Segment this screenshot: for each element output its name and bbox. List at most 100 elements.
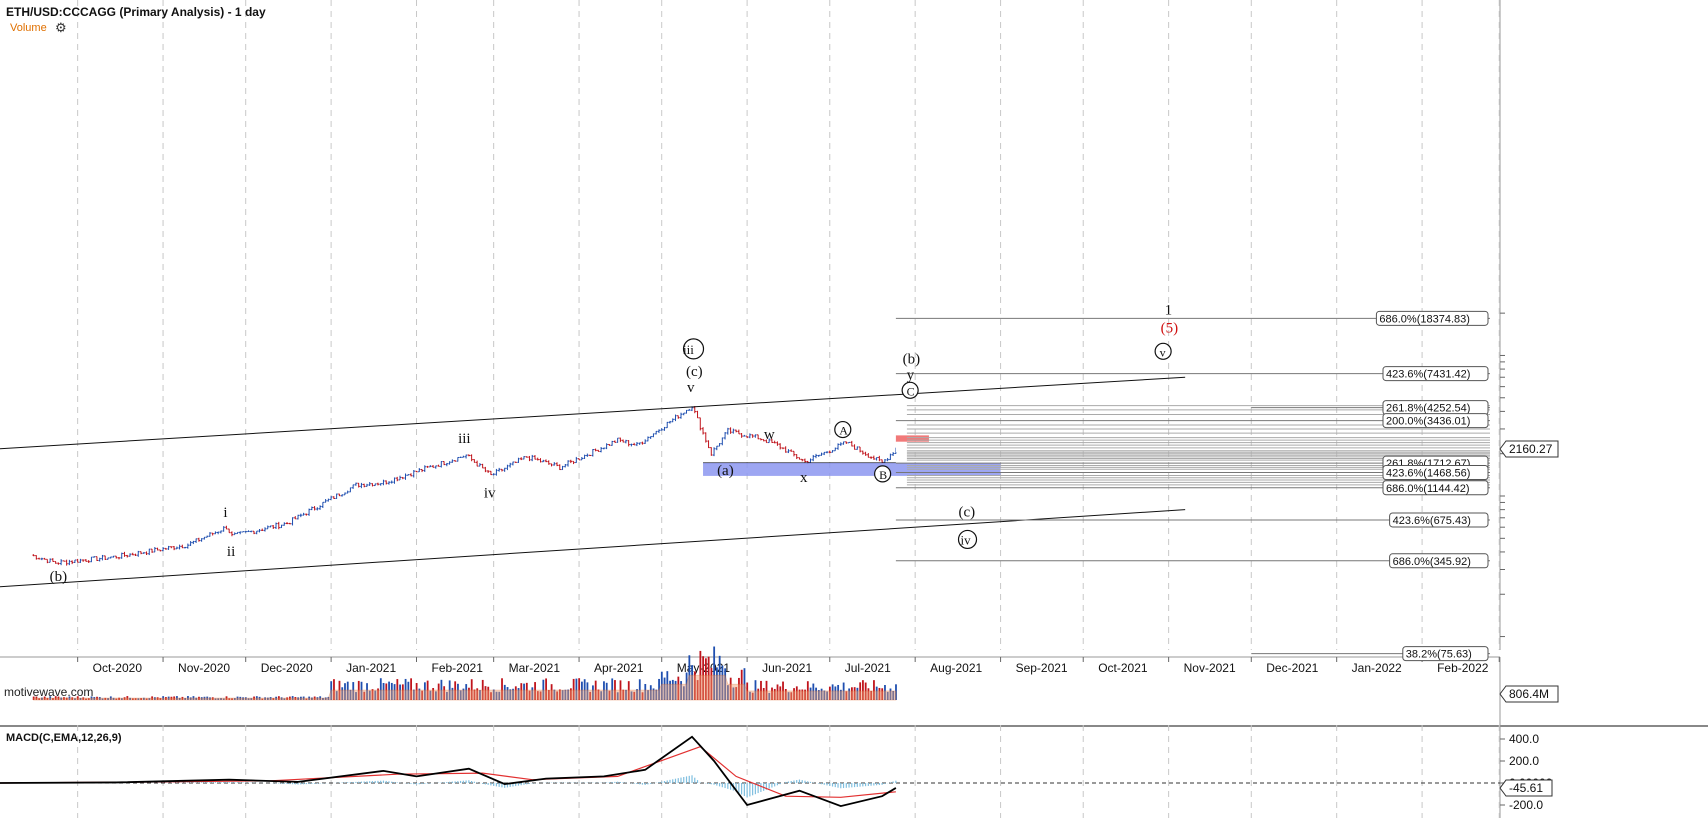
volume-bar xyxy=(704,658,707,700)
volume-bar xyxy=(889,688,892,700)
volume-bar xyxy=(534,682,536,700)
volume-bar xyxy=(556,691,559,700)
volume-bar xyxy=(523,683,525,700)
volume-bar xyxy=(443,686,446,700)
volume-bar xyxy=(76,696,79,700)
volume-bar xyxy=(330,681,333,700)
volume-bar xyxy=(594,680,597,700)
wave-label-circle xyxy=(834,420,852,439)
volume-bar xyxy=(57,696,60,700)
volume-bar xyxy=(209,697,211,700)
volume-bar xyxy=(63,697,65,700)
volume-bar xyxy=(244,697,247,700)
volume-bar xyxy=(129,697,131,700)
volume-bar xyxy=(536,691,539,700)
volume-bar xyxy=(338,680,341,700)
volume-bar xyxy=(214,698,217,700)
wave-label: C xyxy=(907,384,915,398)
volume-bar xyxy=(545,678,547,700)
wave-label: v xyxy=(1160,345,1166,359)
volume-bar xyxy=(200,697,203,700)
volume-bar xyxy=(142,697,145,700)
volume-bar xyxy=(481,679,484,700)
volume-bar xyxy=(300,696,302,700)
volume-bar xyxy=(682,686,685,700)
volume-bar xyxy=(429,690,432,700)
volume-bar xyxy=(751,692,754,700)
volume-bar xyxy=(366,683,368,700)
volume-bar xyxy=(702,656,705,700)
volume-bar xyxy=(771,687,773,700)
volume-bar xyxy=(134,698,137,700)
volume-bar xyxy=(839,689,842,700)
volume-bar xyxy=(173,696,176,700)
volume-bar xyxy=(220,698,222,700)
volume-bar xyxy=(261,698,264,700)
macd-histogram xyxy=(0,775,897,798)
volume-bar xyxy=(388,681,390,700)
fib-level-box xyxy=(1402,646,1489,662)
volume-bar xyxy=(454,681,457,700)
fib-level-label: 38.2%(75.63) xyxy=(1406,649,1472,661)
volume-bar xyxy=(324,697,327,700)
volume-bar xyxy=(322,697,324,700)
volume-bar xyxy=(765,680,768,700)
volume-bar xyxy=(104,697,107,700)
x-tick-label: Nov-2021 xyxy=(1184,661,1236,675)
volume-bar xyxy=(721,665,724,700)
volume-bar xyxy=(864,682,867,700)
gear-icon[interactable]: ⚙ xyxy=(55,20,67,35)
macd-tick-label: 400.0 xyxy=(1509,732,1539,746)
volume-bar xyxy=(333,679,335,700)
wave-label: (c) xyxy=(959,504,976,520)
volume-bar xyxy=(41,697,43,700)
volume-bar xyxy=(685,672,688,700)
volume-bar xyxy=(266,697,269,700)
volume-bar xyxy=(693,671,696,700)
x-tick-label: Sep-2021 xyxy=(1016,661,1068,675)
volume-bar xyxy=(542,679,545,700)
volume-bar xyxy=(162,696,165,700)
volume-bar xyxy=(859,682,862,700)
volume-bar xyxy=(762,688,765,700)
volume-bar xyxy=(760,680,762,700)
fib-level-label: 423.6%(1468.56) xyxy=(1386,468,1470,480)
volume-bar xyxy=(355,692,357,700)
volume-bar xyxy=(346,681,349,700)
fib-level-label: 686.0%(1144.42) xyxy=(1386,483,1470,495)
wave-label: iii xyxy=(458,431,471,447)
volume-bar xyxy=(567,689,570,700)
fib-level-label: 686.0%(345.92) xyxy=(1393,556,1471,568)
volume-bar xyxy=(65,697,68,700)
volume-indicator-label[interactable]: Volume xyxy=(10,22,47,34)
wave-label: (c) xyxy=(686,364,703,380)
fib-level-label: 200.0%(3436.01) xyxy=(1386,416,1470,428)
wave-label: y xyxy=(907,367,915,383)
volume-bar xyxy=(90,696,93,700)
volume-bar xyxy=(167,696,170,700)
volume-bar xyxy=(153,697,156,700)
last-volume-box xyxy=(1499,685,1559,703)
wave-label: iv xyxy=(484,485,496,501)
volume-bar xyxy=(498,691,501,700)
volume-bar xyxy=(826,691,829,700)
wave-label: (a) xyxy=(717,463,734,479)
volume-bar xyxy=(198,696,200,700)
volume-bar xyxy=(115,698,118,700)
volume-bar xyxy=(82,697,85,700)
volume-bar xyxy=(553,689,556,700)
volume-bar xyxy=(277,696,280,700)
volume-bar xyxy=(853,687,856,700)
fib-level-label: 423.6%(675.43) xyxy=(1393,515,1471,527)
resistance-zone xyxy=(895,435,929,442)
x-tick-label: Apr-2021 xyxy=(594,661,644,675)
volume-bar xyxy=(779,686,782,700)
volume-bar xyxy=(603,681,605,700)
volume-bar xyxy=(297,697,300,700)
volume-bar xyxy=(886,691,889,700)
volume-bar xyxy=(250,698,253,700)
volume-bar xyxy=(112,697,115,700)
volume-bar xyxy=(727,685,729,700)
